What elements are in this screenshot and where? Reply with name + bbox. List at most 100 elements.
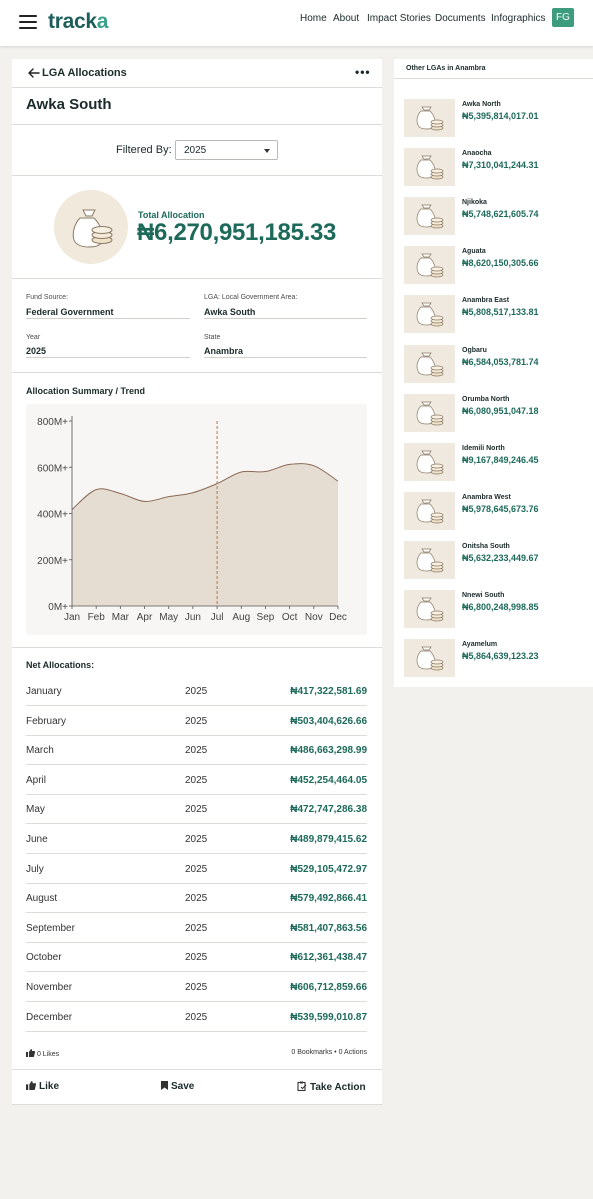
net-allocations-title: Net Allocations:	[26, 660, 95, 670]
allocation-month: December	[26, 1011, 73, 1023]
sidebar-lga-item[interactable]: Njikoka ₦5,748,621,605.74	[404, 197, 589, 236]
field-underline	[204, 357, 367, 358]
save-button[interactable]: Save	[161, 1081, 194, 1092]
sidebar-lga-item[interactable]: Awka North ₦5,395,814,017.01	[404, 99, 589, 137]
allocation-year: 2025	[185, 922, 208, 934]
area-fill	[72, 463, 338, 606]
logo[interactable]: tracka	[48, 10, 108, 34]
menu-icon[interactable]	[19, 15, 37, 29]
allocation-row: January 2025 ₦417,322,581.69	[26, 676, 367, 706]
sidebar-lga-item[interactable]: Onitsha South ₦5,632,233,449.67	[404, 540, 589, 579]
allocation-month: September	[26, 922, 75, 934]
allocation-year: 2025	[185, 893, 208, 905]
take-action-button[interactable]: Take Action	[297, 1081, 366, 1093]
chevron-down-icon	[264, 149, 270, 153]
sidebar-lga-item[interactable]: Aguata ₦8,620,150,305.66	[404, 246, 589, 285]
x-tick-label: Apr	[137, 612, 153, 623]
nav-impact-stories[interactable]: Impact Stories	[367, 13, 431, 24]
allocation-month: October	[26, 952, 62, 964]
allocation-amount: ₦503,404,626.66	[290, 715, 367, 727]
nav-documents[interactable]: Documents	[435, 13, 486, 24]
money-bag-icon	[404, 344, 455, 383]
chart-title: Allocation Summary / Trend	[26, 386, 146, 396]
nav-home[interactable]: Home	[300, 13, 327, 24]
more-options-icon[interactable]: •••	[355, 65, 371, 79]
clipboard-icon	[297, 1081, 307, 1091]
sidebar-lga-value: ₦6,080,951,047.18	[462, 405, 539, 416]
sidebar-lga-value: ₦5,978,645,673.76	[462, 503, 539, 514]
allocation-month: February	[26, 715, 67, 727]
money-bag-icon	[404, 442, 455, 481]
divider	[12, 372, 382, 373]
money-bag-icon	[404, 590, 455, 628]
lga-label: LGA: Local Government Area:	[204, 294, 298, 301]
x-tick-label: Oct	[282, 612, 298, 623]
thumbs-up-icon	[26, 1081, 36, 1090]
sidebar-lga-name: Idemili North	[462, 444, 505, 452]
allocation-amount: ₦486,663,298.99	[290, 745, 367, 757]
back-arrow-icon[interactable]	[28, 68, 40, 78]
allocation-year: 2025	[185, 1011, 208, 1023]
total-allocation-value: ₦6,270,951,185.33	[137, 219, 337, 246]
money-bag-icon	[404, 99, 455, 137]
sidebar-lga-item[interactable]: Ogbaru ₦6,584,053,781.74	[404, 344, 589, 383]
sidebar-lga-item[interactable]: Nnewi South ₦6,800,248,998.85	[404, 590, 589, 628]
state-value: Anambra	[204, 346, 244, 356]
allocation-row: June 2025 ₦489,879,415.62	[26, 824, 367, 854]
y-tick-label: 600M+	[37, 463, 68, 474]
allocation-row: April 2025 ₦452,254,464.05	[26, 765, 367, 795]
sidebar-lga-name: Awka North	[462, 101, 501, 108]
allocation-row: May 2025 ₦472,747,286.38	[26, 794, 367, 825]
like-button[interactable]: Like	[26, 1081, 59, 1092]
allocation-amount: ₦472,747,286.38	[290, 804, 367, 816]
sidebar-lga-item[interactable]: Ayamelum ₦5,864,639,123.23	[404, 639, 589, 678]
sidebar-lga-item[interactable]: Orumba North ₦6,080,951,047.18	[404, 393, 589, 432]
sidebar-title: Other LGAs in Anambra	[406, 65, 486, 72]
x-tick-label: Jul	[211, 612, 224, 623]
allocation-row: August 2025 ₦579,492,866.41	[26, 883, 367, 914]
money-bag-icon	[404, 246, 455, 285]
sidebar-lga-item[interactable]: Anaocha ₦7,310,041,244.31	[404, 148, 589, 187]
likes-text: 0 Likes	[36, 1051, 60, 1058]
allocation-trend-chart: 0M+ 200M+ 400M+ 600M+ 800M+ Jan Feb Mar Apr May Ju…	[26, 404, 367, 635]
nav-about[interactable]: About	[333, 13, 360, 24]
allocation-year: 2025	[185, 686, 208, 697]
money-bag-icon	[404, 491, 455, 530]
allocation-year: 2025	[185, 982, 208, 993]
bookmark-icon	[161, 1081, 168, 1090]
sidebar-lga-name: Onitsha South	[462, 542, 510, 550]
like-label: Like	[39, 1081, 60, 1092]
allocation-amount: ₦612,361,438.47	[290, 952, 367, 964]
nav-infographics[interactable]: Infographics	[491, 13, 546, 24]
sidebar-lga-name: Anaocha	[462, 150, 492, 158]
x-tick-label: Mar	[112, 612, 130, 623]
allocation-amount: ₦581,407,863.56	[290, 922, 367, 934]
sidebar-lga-name: Anambra East	[462, 297, 510, 305]
allocation-year: 2025	[185, 863, 208, 875]
x-tick-label: May	[159, 612, 178, 623]
sidebar-lga-value: ₦7,310,041,244.31	[462, 160, 539, 171]
sidebar-lga-value: ₦5,395,814,017.01	[462, 111, 539, 121]
lga-value: Awka South	[204, 307, 256, 317]
money-bag-icon	[404, 393, 455, 432]
bookmarks-actions-count: 0 Bookmarks • 0 Actions	[291, 1049, 367, 1056]
allocation-year: 2025	[185, 715, 208, 727]
allocation-amount: ₦452,254,464.05	[290, 774, 367, 786]
sidebar-lga-item[interactable]: Anambra West ₦5,978,645,673.76	[404, 491, 589, 530]
divider	[12, 124, 382, 125]
money-bag-icon	[404, 148, 455, 187]
year-filter-select[interactable]: 2025	[175, 140, 278, 160]
sidebar-lga-name: Njikoka	[462, 199, 487, 207]
user-avatar[interactable]: FG	[552, 8, 574, 27]
divider	[394, 78, 593, 79]
x-tick-label: Dec	[329, 612, 347, 623]
sidebar-lga-item[interactable]: Idemili North ₦9,167,849,246.45	[404, 442, 589, 481]
sidebar-lga-item[interactable]: Anambra East ₦5,808,517,133.81	[404, 295, 589, 334]
allocation-row: July 2025 ₦529,105,472.97	[26, 854, 367, 884]
allocation-month: January	[26, 686, 62, 697]
divider	[12, 87, 382, 88]
x-tick-label: Sep	[257, 612, 275, 623]
sidebar-lga-name: Nnewi South	[462, 592, 505, 599]
other-lgas-sidebar: Other LGAs in Anambra Awka North ₦5,395,8…	[394, 59, 593, 687]
sidebar-lga-value: ₦8,620,150,305.66	[462, 258, 539, 269]
